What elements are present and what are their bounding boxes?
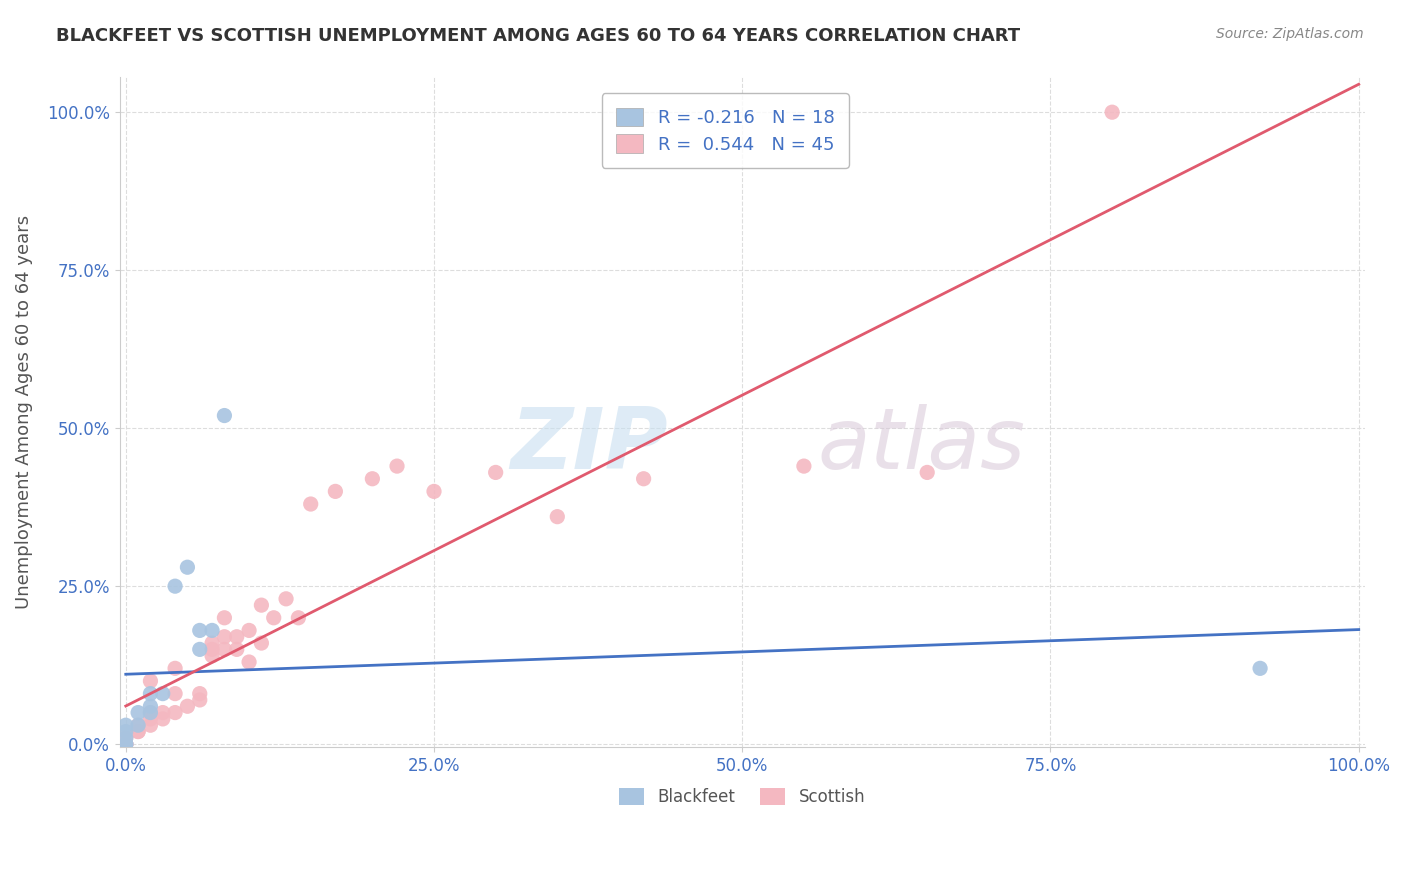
- Point: [114, 718, 136, 732]
- Point: [127, 724, 149, 739]
- Point: [214, 630, 236, 644]
- Point: [152, 687, 174, 701]
- Point: [201, 624, 224, 638]
- Point: [287, 611, 309, 625]
- Point: [127, 724, 149, 739]
- Point: [152, 706, 174, 720]
- Point: [1249, 661, 1271, 675]
- Point: [1101, 105, 1123, 120]
- Point: [165, 706, 187, 720]
- Point: [915, 466, 938, 480]
- Point: [176, 560, 198, 574]
- Text: atlas: atlas: [817, 404, 1025, 487]
- Point: [114, 731, 136, 745]
- Point: [152, 712, 174, 726]
- Point: [263, 611, 285, 625]
- Point: [238, 624, 260, 638]
- Point: [225, 630, 247, 644]
- Point: [127, 706, 149, 720]
- Point: [793, 459, 815, 474]
- Point: [546, 509, 568, 524]
- Point: [423, 484, 446, 499]
- Point: [127, 718, 149, 732]
- Point: [114, 737, 136, 751]
- Point: [485, 466, 508, 480]
- Point: [114, 737, 136, 751]
- Point: [139, 712, 162, 726]
- Text: ZIP: ZIP: [510, 404, 668, 487]
- Point: [201, 648, 224, 663]
- Point: [114, 731, 136, 745]
- Y-axis label: Unemployment Among Ages 60 to 64 years: Unemployment Among Ages 60 to 64 years: [15, 215, 32, 609]
- Point: [139, 718, 162, 732]
- Point: [139, 687, 162, 701]
- Point: [214, 611, 236, 625]
- Point: [361, 472, 384, 486]
- Point: [139, 706, 162, 720]
- Point: [299, 497, 322, 511]
- Point: [139, 673, 162, 688]
- Point: [114, 737, 136, 751]
- Point: [165, 579, 187, 593]
- Point: [188, 693, 211, 707]
- Point: [250, 636, 273, 650]
- Point: [114, 724, 136, 739]
- Point: [250, 598, 273, 612]
- Point: [165, 687, 187, 701]
- Point: [225, 642, 247, 657]
- Point: [114, 737, 136, 751]
- Point: [188, 624, 211, 638]
- Point: [633, 472, 655, 486]
- Point: [214, 642, 236, 657]
- Point: [114, 737, 136, 751]
- Point: [165, 661, 187, 675]
- Point: [385, 459, 408, 474]
- Point: [325, 484, 347, 499]
- Point: [127, 718, 149, 732]
- Point: [274, 591, 297, 606]
- Point: [139, 706, 162, 720]
- Point: [214, 409, 236, 423]
- Point: [188, 687, 211, 701]
- Point: [188, 642, 211, 657]
- Point: [139, 699, 162, 714]
- Point: [176, 699, 198, 714]
- Point: [201, 636, 224, 650]
- Legend: Blackfeet, Scottish: Blackfeet, Scottish: [613, 781, 872, 813]
- Text: Source: ZipAtlas.com: Source: ZipAtlas.com: [1216, 27, 1364, 41]
- Point: [238, 655, 260, 669]
- Point: [201, 642, 224, 657]
- Text: BLACKFEET VS SCOTTISH UNEMPLOYMENT AMONG AGES 60 TO 64 YEARS CORRELATION CHART: BLACKFEET VS SCOTTISH UNEMPLOYMENT AMONG…: [56, 27, 1021, 45]
